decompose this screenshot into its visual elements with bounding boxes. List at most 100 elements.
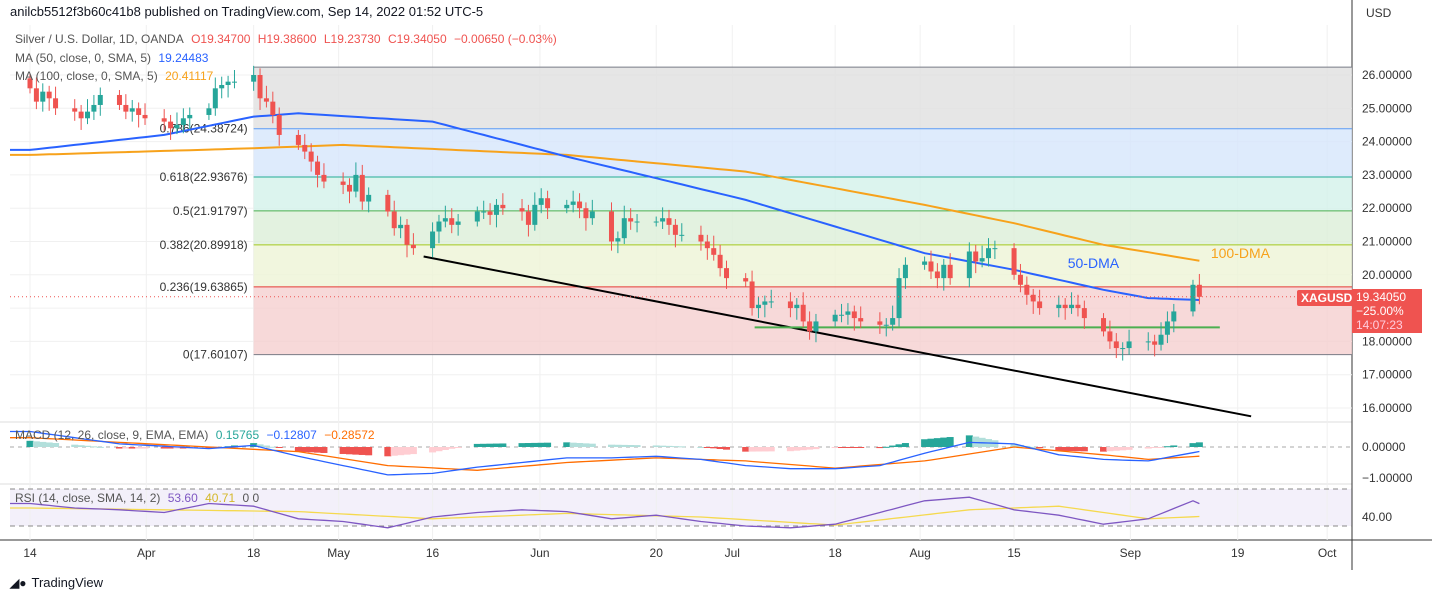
macd-histogram-bar [397,447,405,456]
rsi-legend: RSI (14, close, SMA, 14, 2) 53.60 40.71 … [15,491,263,505]
macd-histogram-bar [569,442,577,447]
candle [1158,334,1164,345]
macd-line-value: −0.12807 [266,428,317,442]
candle [225,81,231,85]
macd-histogram-bar [409,447,417,455]
candle [928,261,934,272]
candle [46,91,52,99]
ohlc-change: −0.00650 (−0.03%) [454,32,557,46]
candle [430,231,436,249]
ohlc-open: O19.34700 [191,32,251,46]
macd-histogram-bar [850,447,858,448]
macd-histogram-bar [703,447,711,448]
candle [1145,341,1151,343]
macd-histogram-bar [588,443,596,447]
macd-histogram-bar [403,447,411,455]
trendline [423,255,1252,418]
macd-histogram-bar [748,447,756,452]
macd-histogram-bar [678,446,686,448]
candle [538,198,544,205]
candle [1120,348,1126,350]
macd-histogram-bar [45,442,53,447]
candle [1037,301,1043,309]
candle [1171,311,1177,322]
price-chart[interactable]: 0.786(24.38724)0.618(22.93676)0.5(21.917… [0,0,1432,570]
price-change-pct: −25.00% [1356,304,1404,318]
candle [398,224,404,229]
macd-histogram-bar [901,443,909,447]
macd-histogram-bar [882,446,890,448]
candle [1017,274,1023,285]
candle [142,114,148,119]
candle [749,281,755,309]
candle [174,124,180,129]
macd-histogram-bar [607,444,615,447]
macd-histogram-bar [205,447,213,449]
macd-histogram-bar [128,447,136,449]
candle [755,304,761,309]
macd-histogram-bar [160,447,168,449]
candle [902,264,908,279]
rsi-value: 53.60 [167,491,198,505]
rsi-sma-value: 40.71 [205,491,236,505]
candle [97,94,103,105]
macd-histogram-bar [844,447,852,448]
time-tick-label: 14 [23,546,37,560]
price-tick-label: 20.00000 [1362,268,1412,282]
candle [263,98,269,102]
macd-histogram-bar [895,444,903,447]
candle [27,78,33,89]
candle [1011,248,1017,275]
candle [474,211,480,222]
macd-histogram-bar [135,447,143,449]
macd-histogram-bar [346,447,353,455]
price-tick-label: 18.00000 [1362,334,1412,348]
candle [845,311,851,315]
candle [672,224,678,235]
macd-histogram-bar [441,447,449,450]
candle [136,108,142,115]
candle [743,278,749,282]
macd-histogram-bar [716,447,724,449]
candle [391,211,397,229]
macd-histogram-bar [96,446,104,448]
candle [257,75,263,99]
macd-histogram-bar [1125,447,1133,450]
macd-histogram-bar [435,447,443,452]
macd-histogram-bar [972,436,980,447]
last-price-tag: 19.34050 −25.00% 14:07:23 [1352,289,1422,333]
macd-histogram-bar [582,443,590,447]
macd-histogram-bar [761,447,769,452]
macd-histogram-bar [1010,443,1018,447]
candle [724,268,730,279]
macd-histogram-bar [390,447,398,456]
macd-histogram-bar [358,447,366,455]
candle [295,134,301,145]
symbol-tag: XAGUSD [1297,290,1357,306]
candle [877,321,883,325]
price-tick-label: 21.00000 [1362,235,1412,249]
candle [1196,284,1202,297]
candle [839,314,845,316]
candle [1062,304,1068,309]
macd-histogram-bar [767,447,775,452]
time-tick-label: Apr [137,546,156,560]
candle [583,208,589,219]
candle [251,75,257,82]
macd-histogram-bar [473,443,481,447]
candle [1101,318,1107,332]
candle [161,118,167,122]
macd-histogram-bar [710,447,718,449]
candle [40,91,46,102]
candle [704,241,710,249]
candle [187,114,193,119]
candle [78,111,84,119]
candle [628,218,634,222]
candle [577,201,583,209]
time-tick-label: Sep [1120,546,1142,560]
candle [883,324,889,326]
fib-level-label: 0.236(19.63865) [160,280,248,294]
footer: ◢● TradingView [10,575,103,590]
macd-histogram-bar [320,447,328,453]
ma50-label: MA (50, close, 0, SMA, 5) [15,51,152,65]
